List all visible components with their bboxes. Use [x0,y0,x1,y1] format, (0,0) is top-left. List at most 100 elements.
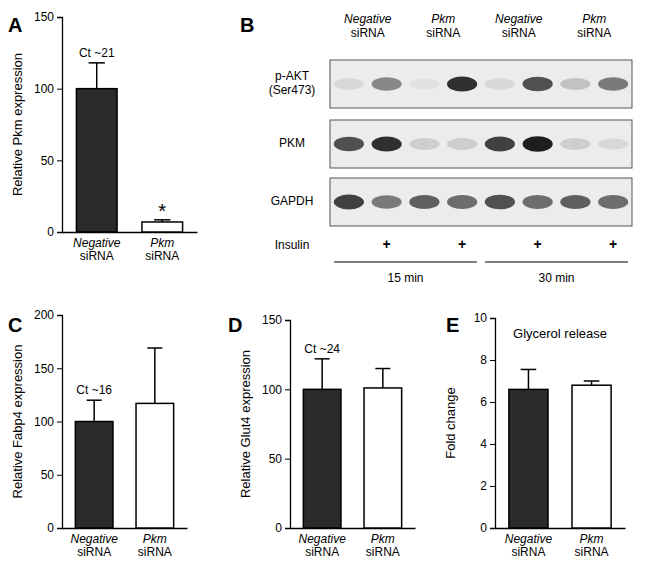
y-tick: 0 [47,521,62,535]
y-tick-mark [57,232,62,233]
bar-chart: 0246810NegativesiRNAPkmsiRNAFold changeG… [443,311,626,559]
error-bar-stem [154,348,156,403]
label-line: Pkm [150,236,174,250]
label-line: siRNA [80,249,114,263]
error-bar [375,369,390,388]
panel-letter: A [8,14,22,36]
y-tick-mark [57,315,62,316]
y-tick-mark [285,389,290,390]
y-tick-label: 100 [34,415,54,429]
y-tick-label: 0 [47,225,54,239]
y-axis-line [490,319,496,529]
x-tick-label: PkmsiRNA [366,532,400,560]
band [523,136,553,151]
bar-chart: 050100150NegativesiRNAPkmsiRNARelative P… [10,10,198,263]
y-tick-label: 50 [41,468,55,482]
x-axis: NegativesiRNA PkmsiRNA [291,529,416,560]
band [334,195,364,210]
band [447,76,477,91]
annotation: * [158,200,166,222]
x-axis: NegativesiRNA PkmsiRNA [496,529,626,560]
y-tick-label: 0 [480,521,487,535]
label-line: siRNA [351,26,385,40]
y-tick: 50 [41,468,62,482]
error-bar-stem [528,369,530,389]
label-line: PKM [279,136,305,150]
label-line: siRNA [77,545,111,559]
band [447,195,477,209]
panel-letter: B [240,14,254,36]
band [409,195,439,209]
label-line: Negative [495,12,543,26]
band [485,137,515,152]
error-bar-stem [93,400,95,421]
error-bar-cap [375,368,390,370]
error-bar-cap [89,62,105,64]
band [523,77,553,92]
y-tick: 4 [480,437,495,451]
band [334,78,364,90]
band [372,77,402,90]
x-tick: PkmsiRNA [575,532,609,560]
band [447,138,477,150]
error-bar-stem [382,369,384,388]
label-line: (Ser473) [269,83,316,97]
bands [334,136,628,151]
y-axis: 050100150 [34,10,63,239]
bar [75,422,113,529]
y-tick: 100 [34,82,62,96]
label-line: siRNA [511,545,545,559]
blot-strip [330,178,632,226]
bars [75,348,173,528]
band [485,78,515,90]
y-axis-line [57,316,63,529]
bars [76,63,182,232]
y-tick-mark [490,402,495,403]
label-line: p-AKT [275,69,310,83]
x-tick-label: NegativesiRNA [505,532,553,560]
y-tick: 0 [480,521,495,535]
y-tick-label: 100 [34,82,54,96]
bar [509,389,548,528]
label-line: Pkm [143,532,167,546]
chart-title: Glycerol release [513,326,607,341]
y-tick-label: 50 [269,452,283,466]
y-tick: 50 [41,154,62,168]
y-tick-mark [285,320,290,321]
y-tick-label: 50 [41,154,55,168]
y-tick: 100 [262,383,290,397]
bar [142,222,183,232]
y-tick-mark [57,475,62,476]
label-line: siRNA [575,545,609,559]
y-tick-label: 0 [275,521,282,535]
label-line: Negative [73,236,121,250]
x-tick-label: NegativesiRNA [298,532,346,560]
y-tick-label: 6 [480,395,487,409]
treatment-mark: + [534,236,542,252]
y-tick: 6 [480,395,495,409]
label-line: siRNA [426,26,460,40]
label-line: Pkm [582,12,606,26]
label-line: GAPDH [271,194,314,208]
band [409,78,439,89]
y-tick-mark [285,528,290,529]
band [523,195,553,209]
treatment-mark: + [383,236,391,252]
y-tick-label: 0 [47,521,54,535]
lane-group-label: NegativesiRNA [344,12,392,40]
y-tick: 150 [34,362,62,376]
y-tick: 0 [275,521,290,535]
y-axis-title: Fold change [443,387,458,459]
x-axis: NegativesiRNA PkmsiRNA [63,233,198,264]
y-tick-mark [490,528,495,529]
annotation: Ct ~24 [304,342,340,356]
bar [76,89,117,232]
y-tick-mark [57,160,62,161]
band [598,77,628,91]
label-line: Pkm [431,12,455,26]
label-line: Negative [344,12,392,26]
y-tick-label: 10 [474,311,488,325]
y-tick-label: 100 [262,383,282,397]
x-tick: PkmsiRNA [145,236,179,264]
x-tick: NegativesiRNA [70,532,118,560]
